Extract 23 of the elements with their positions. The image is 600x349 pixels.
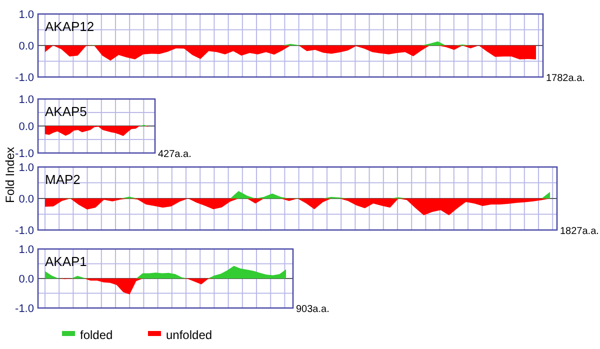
y-tick-label: -1.0 (15, 224, 34, 237)
legend-label: unfolded (166, 328, 212, 342)
text: 1782a.a. (546, 73, 585, 84)
y-tick-label: 0.0 (18, 120, 34, 133)
chart-title: AKAP1 (45, 254, 87, 269)
y-tick-label: 1.0 (18, 94, 34, 106)
y-tick-label: 0.0 (18, 273, 34, 286)
text: 903a.a. (296, 304, 330, 315)
text: 1827a.a. (560, 226, 599, 237)
text: 427a.a. (158, 149, 192, 160)
y-tick-label: 0.0 (18, 193, 34, 206)
y-tick-label: 0.0 (18, 40, 34, 52)
y-tick-label: -1.0 (15, 148, 34, 160)
y-tick-label: 1.0 (18, 162, 34, 174)
y-axis-title: Fold Index (3, 146, 17, 204)
legend-label: folded (80, 328, 113, 342)
y-tick-label: -1.0 (15, 72, 34, 84)
y-tick-label: -1.0 (15, 302, 34, 315)
chart-title: AKAP12 (45, 19, 94, 34)
y-tick-label: 1.0 (18, 244, 34, 256)
chart-title: AKAP5 (45, 104, 87, 119)
y-tick-label: 1.0 (18, 8, 34, 21)
chart-title: MAP2 (45, 172, 80, 187)
